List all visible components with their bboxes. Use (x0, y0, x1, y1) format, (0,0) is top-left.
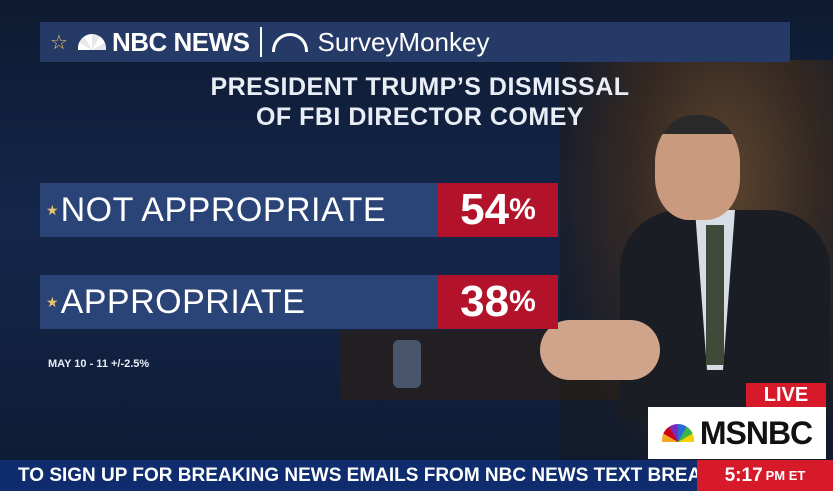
surveymonkey-icon (271, 32, 308, 52)
ticker-text: TO SIGN UP FOR BREAKING NEWS EMAILS FROM… (18, 465, 698, 486)
nbc-news-logo: NBC NEWS (111, 26, 250, 57)
msnbc-text: MSNBC (699, 414, 813, 451)
result-label: NOT APPROPRIATE (60, 190, 387, 229)
result-label-bar: ★ NOT APPROPRIATE (40, 183, 438, 237)
result-unit: % (509, 285, 536, 318)
result-row-appropriate: ★ APPROPRIATE 38% (40, 275, 558, 329)
result-percent: 54% (438, 183, 558, 237)
poll-date-margin: MAY 10 - 11 +/-2.5% (48, 358, 150, 370)
person-photo (540, 115, 830, 420)
poll-title: PRESIDENT TRUMP’S DISMISSAL OF FBI DIREC… (140, 72, 700, 132)
surveymonkey-logo: SurveyMonkey (317, 26, 490, 57)
star-bullet-icon: ★ (46, 201, 59, 218)
live-badge: LIVE (746, 383, 826, 407)
water-bottle-photo (393, 340, 421, 388)
title-line-1: PRESIDENT TRUMP’S DISMISSAL (210, 73, 630, 101)
star-icon: ☆ (50, 31, 68, 54)
news-ticker: TO SIGN UP FOR BREAKING NEWS EMAILS FROM… (0, 460, 833, 491)
msnbc-peacock-icon (661, 424, 694, 442)
tie-shape (706, 225, 724, 365)
msnbc-logo: MSNBC (648, 407, 826, 459)
logo-divider (259, 27, 262, 57)
result-row-not-appropriate: ★ NOT APPROPRIATE 54% (40, 183, 558, 237)
result-label-bar: ★ APPROPRIATE (40, 275, 438, 329)
clock-time: 5:17 (724, 464, 763, 486)
clock: 5:17 PM ET (697, 460, 833, 491)
result-label: APPROPRIATE (60, 282, 306, 321)
result-unit: % (509, 193, 536, 226)
live-bug: LIVE MSNBC (648, 383, 826, 459)
hands-shape (540, 320, 660, 380)
title-line-2: OF FBI DIRECTOR COMEY (255, 103, 585, 131)
header-bar: ☆ NBC NEWS SurveyMonkey (40, 22, 790, 62)
star-bullet-icon: ★ (46, 293, 59, 310)
result-value: 38 (460, 277, 510, 326)
nbc-peacock-icon (77, 34, 106, 50)
head-shape (655, 115, 740, 220)
clock-suffix: PM ET (765, 468, 806, 483)
result-percent: 38% (438, 275, 558, 329)
result-value: 54 (460, 185, 510, 234)
